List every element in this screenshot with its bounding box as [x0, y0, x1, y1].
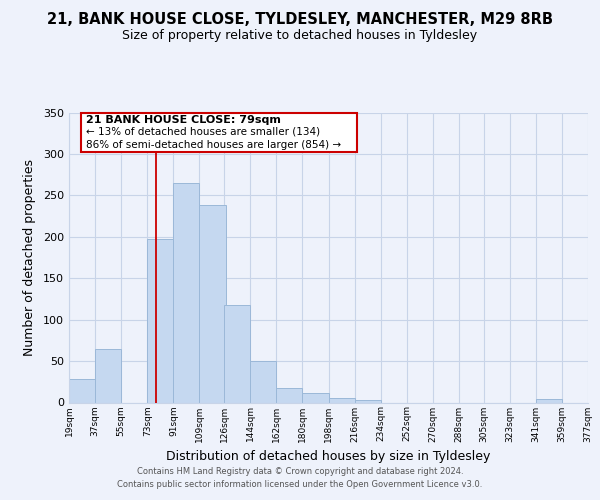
Text: 86% of semi-detached houses are larger (854) →: 86% of semi-detached houses are larger (…: [86, 140, 341, 150]
Text: 21, BANK HOUSE CLOSE, TYLDESLEY, MANCHESTER, M29 8RB: 21, BANK HOUSE CLOSE, TYLDESLEY, MANCHES…: [47, 12, 553, 28]
Bar: [250, 361, 277, 403]
Y-axis label: Number of detached properties: Number of detached properties: [23, 159, 36, 356]
Bar: [199, 206, 226, 402]
FancyBboxPatch shape: [80, 112, 358, 152]
Bar: [277, 388, 302, 402]
Bar: [224, 304, 250, 402]
Bar: [173, 183, 199, 402]
X-axis label: Distribution of detached houses by size in Tyldesley: Distribution of detached houses by size …: [166, 450, 491, 463]
Bar: [329, 398, 355, 402]
Text: Contains HM Land Registry data © Crown copyright and database right 2024.: Contains HM Land Registry data © Crown c…: [137, 467, 463, 476]
Text: Size of property relative to detached houses in Tyldesley: Size of property relative to detached ho…: [122, 29, 478, 42]
Bar: [147, 240, 173, 402]
Bar: [355, 400, 380, 402]
Bar: [69, 380, 95, 402]
Text: Contains public sector information licensed under the Open Government Licence v3: Contains public sector information licen…: [118, 480, 482, 489]
Bar: [302, 392, 329, 402]
Text: 21 BANK HOUSE CLOSE: 79sqm: 21 BANK HOUSE CLOSE: 79sqm: [86, 114, 281, 124]
Bar: [536, 399, 562, 402]
Text: ← 13% of detached houses are smaller (134): ← 13% of detached houses are smaller (13…: [86, 126, 320, 136]
Bar: [95, 348, 121, 403]
